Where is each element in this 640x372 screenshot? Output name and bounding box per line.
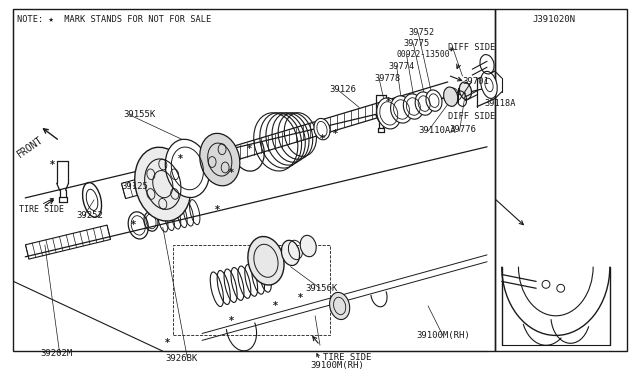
Bar bbox=[13, 9, 495, 351]
Text: 39100M(RH): 39100M(RH) bbox=[310, 362, 364, 371]
Text: 39126: 39126 bbox=[330, 85, 356, 94]
Text: 39774: 39774 bbox=[388, 62, 415, 71]
Text: *: * bbox=[51, 160, 55, 170]
Text: 39252: 39252 bbox=[76, 211, 103, 220]
Text: *: * bbox=[165, 338, 170, 348]
Text: *: * bbox=[214, 205, 220, 215]
Text: 39776: 39776 bbox=[450, 125, 477, 134]
Text: 00922-13500: 00922-13500 bbox=[397, 50, 451, 59]
Ellipse shape bbox=[200, 133, 240, 186]
Text: *: * bbox=[131, 220, 136, 230]
Text: *: * bbox=[319, 134, 324, 144]
Text: *: * bbox=[229, 316, 234, 326]
Text: TIRE SIDE: TIRE SIDE bbox=[323, 353, 371, 362]
Text: DIFF SIDE: DIFF SIDE bbox=[448, 112, 495, 121]
Ellipse shape bbox=[248, 237, 284, 285]
Text: 3926BK: 3926BK bbox=[166, 353, 198, 363]
Text: *: * bbox=[298, 293, 303, 303]
Text: TIRE SIDE: TIRE SIDE bbox=[19, 205, 65, 214]
Text: 39125: 39125 bbox=[122, 182, 148, 190]
Text: 39156K: 39156K bbox=[305, 284, 337, 293]
Text: DIFF SIDE: DIFF SIDE bbox=[448, 43, 495, 52]
Text: 39118A: 39118A bbox=[484, 99, 516, 108]
Text: *: * bbox=[229, 168, 234, 178]
Ellipse shape bbox=[134, 147, 191, 221]
Ellipse shape bbox=[403, 94, 423, 119]
Text: 39701: 39701 bbox=[463, 77, 490, 86]
Text: J391020N: J391020N bbox=[532, 15, 575, 23]
Text: 39752: 39752 bbox=[408, 28, 435, 37]
Ellipse shape bbox=[330, 292, 349, 320]
Text: *: * bbox=[178, 154, 183, 164]
Text: 39778: 39778 bbox=[374, 74, 400, 83]
Text: *: * bbox=[387, 97, 391, 107]
Bar bbox=[495, 9, 627, 351]
Text: *: * bbox=[247, 144, 252, 154]
Ellipse shape bbox=[426, 90, 442, 111]
Ellipse shape bbox=[390, 96, 413, 123]
Text: NOTE: ★  MARK STANDS FOR NOT FOR SALE: NOTE: ★ MARK STANDS FOR NOT FOR SALE bbox=[17, 15, 212, 23]
Ellipse shape bbox=[282, 240, 300, 266]
Ellipse shape bbox=[165, 139, 209, 198]
Text: FRONT: FRONT bbox=[15, 134, 45, 159]
Text: 39155K: 39155K bbox=[124, 110, 156, 119]
Text: *: * bbox=[333, 129, 338, 139]
Text: *: * bbox=[273, 301, 278, 311]
Ellipse shape bbox=[481, 71, 497, 99]
Ellipse shape bbox=[300, 235, 316, 257]
Ellipse shape bbox=[415, 92, 433, 115]
Text: 39110AA: 39110AA bbox=[419, 126, 456, 135]
Text: 39100M(RH): 39100M(RH) bbox=[416, 331, 470, 340]
Ellipse shape bbox=[377, 98, 401, 129]
Text: 39775: 39775 bbox=[403, 39, 430, 48]
Text: 39202M: 39202M bbox=[40, 349, 72, 357]
Ellipse shape bbox=[314, 118, 330, 140]
Ellipse shape bbox=[444, 87, 458, 106]
Ellipse shape bbox=[460, 82, 472, 100]
